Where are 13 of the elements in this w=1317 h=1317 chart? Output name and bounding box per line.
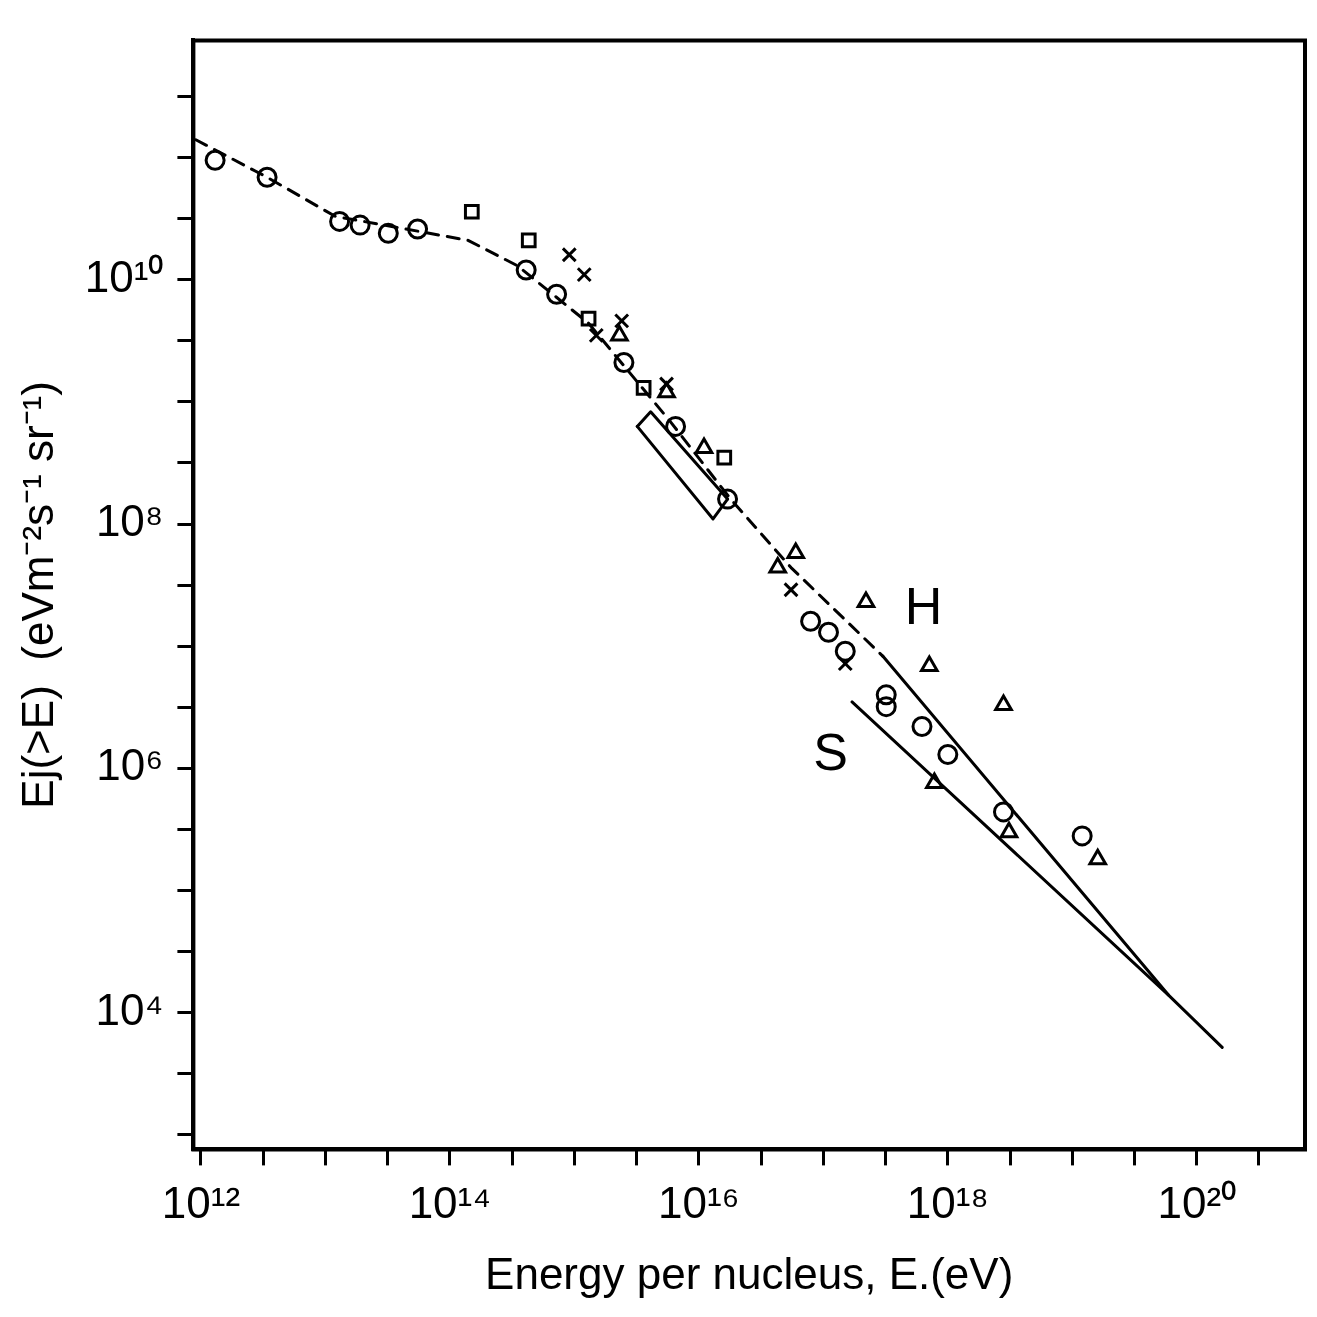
x-tick-label: 10¹⁸ <box>906 1177 989 1227</box>
y-tick-label: 10⁴ <box>95 984 164 1034</box>
y-axis-title: Ej(>E) (eVm⁻²s⁻¹ sr⁻¹) <box>12 381 62 809</box>
x-tick-label: 10¹² <box>161 1177 241 1227</box>
y-tick-label: 10¹⁰ <box>84 251 164 301</box>
x-tick-label: 10¹⁶ <box>658 1177 740 1227</box>
series-label: H <box>904 577 943 636</box>
x-tick-label: 10²⁰ <box>1157 1177 1237 1227</box>
y-tick-label: 10⁸ <box>95 496 164 546</box>
x-tick-label: 10¹⁴ <box>408 1177 492 1227</box>
x-axis-title: Energy per nucleus, E.(eV) <box>485 1248 1014 1298</box>
series-label: S <box>813 723 849 782</box>
y-tick-label: 10⁶ <box>96 740 164 790</box>
